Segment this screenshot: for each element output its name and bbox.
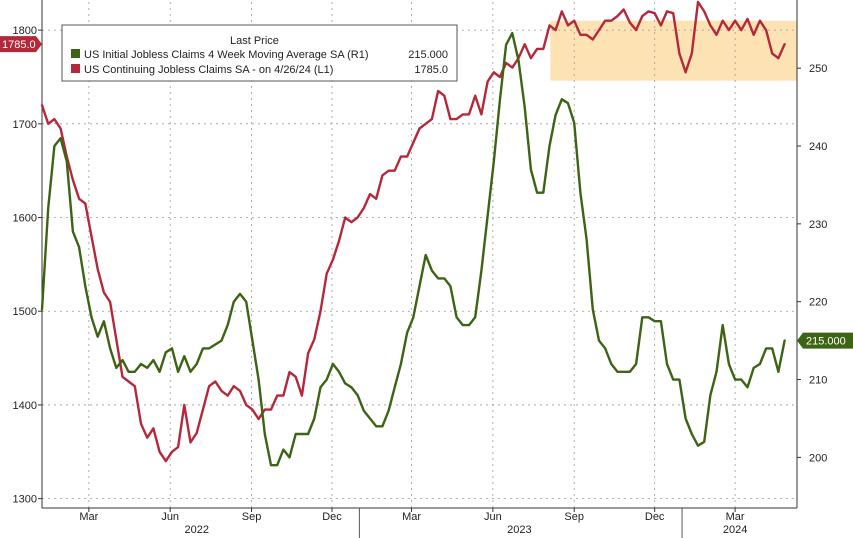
current-tag-left-text: 1785.0 [2, 39, 36, 51]
y-left-tick-label: 1700 [13, 119, 37, 131]
current-tag-right [797, 332, 853, 349]
year-label: 2024 [723, 524, 747, 536]
y-right-tick-label: 200 [809, 452, 827, 464]
y-left-tick-label: 1600 [13, 213, 37, 225]
y-right-tick-label: 220 [809, 297, 827, 309]
y-right-tick-label: 210 [809, 375, 827, 387]
x-tick-label: Mar [79, 511, 98, 523]
y-right-tick-label: 250 [809, 63, 827, 75]
legend-value-initial-claims: 215.000 [408, 49, 448, 61]
y-right-tick-label: 240 [809, 141, 827, 153]
y-left-tick-label: 1800 [13, 25, 37, 37]
series-line-initial-claims [40, 31, 786, 467]
x-tick-label: Mar [402, 511, 421, 523]
gridlines [42, 2, 797, 508]
legend-label-initial-claims: US Initial Jobless Claims 4 Week Moving … [84, 49, 369, 61]
legend-box [61, 24, 458, 82]
x-tick-label: Mar [726, 511, 745, 523]
y-left-tick-label: 1300 [13, 494, 37, 506]
legend-swatch-initial-claims [71, 49, 80, 58]
legend-label-continuing-claims: US Continuing Jobless Claims SA - on 4/2… [84, 64, 333, 76]
year-label: 2023 [507, 524, 531, 536]
series-line-continuing-claims [40, 0, 786, 463]
legend: Last Price US Initial Jobless Claims 4 W… [61, 24, 458, 82]
legend-swatch-continuing-claims [71, 64, 80, 73]
x-tick-label: Jun [484, 511, 502, 523]
current-tag-left [0, 36, 42, 53]
x-tick-label: Sep [242, 511, 262, 523]
x-tick-label: Sep [564, 511, 584, 523]
series-lines [40, 0, 786, 467]
year-label: 2022 [184, 524, 208, 536]
axes: 1300 1400 1500 1600 1700 1800 200 210 220 230 240 2… [13, 0, 827, 538]
y-left-tick-label: 1400 [13, 400, 37, 412]
x-tick-label: Dec [322, 511, 342, 523]
x-tick-label: Dec [645, 511, 665, 523]
legend-value-continuing-claims: 1785.0 [414, 64, 448, 76]
x-tick-label: Jun [161, 511, 179, 523]
current-value-tags: 1785.0 215.000 [0, 36, 853, 349]
y-left-tick-label: 1500 [13, 306, 37, 318]
legend-title: Last Price [230, 35, 279, 47]
y-right-tick-label: 230 [809, 219, 827, 231]
current-tag-right-text: 215.000 [806, 336, 846, 348]
